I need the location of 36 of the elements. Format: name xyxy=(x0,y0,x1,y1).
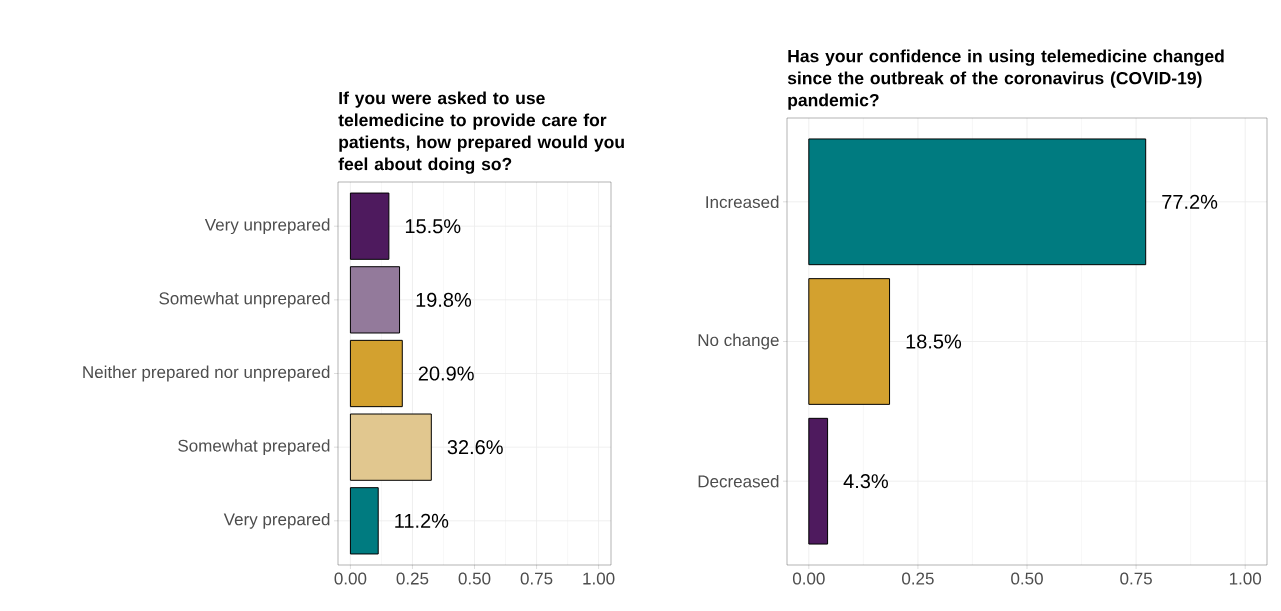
y-tick-label: Somewhat unprepared xyxy=(159,291,330,308)
y-tick-label: No change xyxy=(698,333,779,350)
chart-title: If you were asked to use telemedicine to provide care for patients, how prepared would you feel about doing so? xyxy=(338,91,624,174)
y-tick-label: Increased xyxy=(706,195,779,209)
y-tick-label: Decreased xyxy=(698,474,779,488)
y-tick-label: Very unprepared xyxy=(204,218,330,235)
data-label: 19.8% xyxy=(416,292,472,307)
x-tick-label: 0.00 xyxy=(334,572,367,585)
data-label: 15.5% xyxy=(405,219,461,234)
data-label: 18.5% xyxy=(906,334,962,349)
bar xyxy=(349,413,432,481)
data-label: 11.2% xyxy=(395,513,449,528)
x-tick-label: 0.25 xyxy=(902,572,934,585)
x-tick-label: 1.00 xyxy=(583,572,615,585)
bar xyxy=(349,192,390,260)
bar xyxy=(349,339,403,408)
data-label: 77.2% xyxy=(1162,194,1218,209)
data-label: 4.3% xyxy=(843,474,888,489)
data-label: 32.6% xyxy=(447,440,503,455)
x-tick-label: 0.75 xyxy=(1120,572,1152,585)
y-tick-label: Very prepared xyxy=(223,512,330,529)
x-tick-label: 0.00 xyxy=(792,572,825,585)
chart-title: Has your confidence in using telemedicine changed since the outbreak of the coronavirus (COVID-19) pandemic? xyxy=(787,49,1224,110)
x-tick-label: 0.75 xyxy=(520,572,553,585)
bar xyxy=(808,138,1147,266)
bar xyxy=(808,278,891,405)
x-tick-label: 0.25 xyxy=(396,572,429,585)
y-tick-label: Somewhat prepared xyxy=(178,439,330,456)
x-tick-label: 0.50 xyxy=(1011,572,1043,585)
bar xyxy=(808,417,829,545)
x-tick-label: 0.50 xyxy=(458,572,491,585)
y-tick-label: Neither prepared nor unprepared xyxy=(83,365,330,382)
bar xyxy=(349,266,401,334)
x-tick-label: 1.00 xyxy=(1229,572,1262,585)
data-label: 20.9% xyxy=(418,366,474,381)
bar xyxy=(349,487,379,555)
